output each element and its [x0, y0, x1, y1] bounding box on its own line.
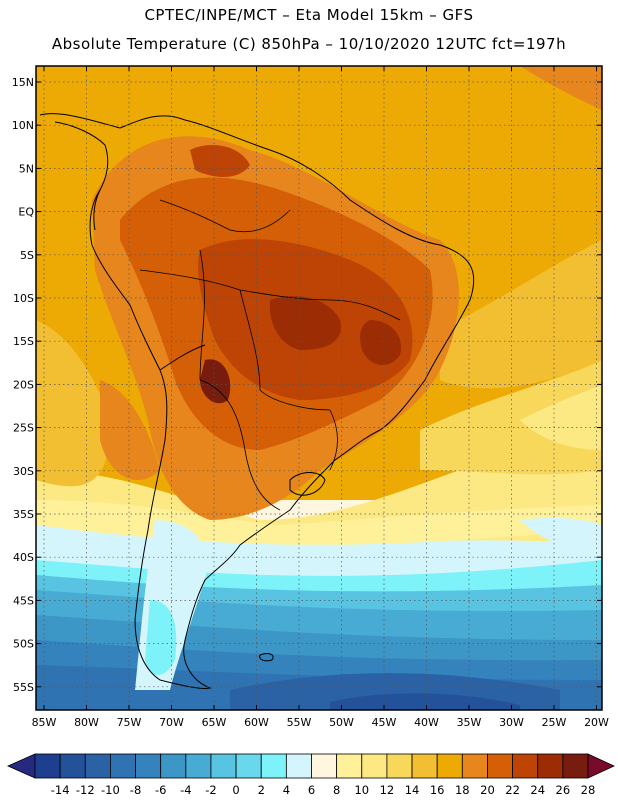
- lat-tick-label: 45S: [13, 594, 34, 607]
- lat-tick-label: 10S: [13, 292, 34, 305]
- colorbar-label: -10: [101, 783, 120, 797]
- colorbar-swatch: [386, 753, 413, 779]
- coastlines: [39, 113, 475, 689]
- lon-tick-label: 25W: [542, 716, 567, 729]
- colorbar-swatch: [84, 753, 111, 779]
- colorbar-swatch: [361, 753, 388, 779]
- colorbar-swatch: [185, 753, 212, 779]
- lon-tick-label: 85W: [32, 716, 57, 729]
- colorbar-swatch: [436, 753, 463, 779]
- colorbar-swatch: [537, 753, 564, 779]
- colorbar-swatch: [210, 753, 237, 779]
- temperature-field: [36, 66, 602, 710]
- colorbar-swatch: [336, 753, 363, 779]
- colorbar-swatch: [260, 753, 287, 779]
- lon-tick-label: 35W: [457, 716, 482, 729]
- colorbar-label: 28: [581, 783, 596, 797]
- longitude-axis: 85W 80W 75W 70W 65W 60W 55W 50W 45W 40W 35W 30W 25W 2…: [32, 66, 609, 729]
- lat-tick-label: 5N: [19, 162, 34, 175]
- colorbar-labels: -14 -12 -10 -8 -6 -4 -2 0 2 4 6 8 10 12 14 16 18 20 22 24 26…: [51, 783, 596, 797]
- colorbar-max-arrow: [587, 753, 615, 779]
- colorbar-label: -14: [51, 783, 70, 797]
- lon-tick-label: 65W: [202, 716, 227, 729]
- colorbar-swatch: [487, 753, 513, 779]
- lat-tick-label: 55S: [13, 681, 34, 694]
- colorbar-label: -6: [155, 783, 166, 797]
- lon-tick-label: 40W: [414, 716, 439, 729]
- colorbar-swatch: [285, 753, 312, 779]
- lon-tick-label: 30W: [499, 716, 524, 729]
- lat-tick-label: EQ: [18, 206, 34, 219]
- lat-tick-label: 50S: [13, 638, 34, 651]
- colorbar-min-arrow: [7, 753, 36, 779]
- lat-tick-label: 20S: [13, 378, 34, 391]
- lon-tick-label: 80W: [74, 716, 99, 729]
- colorbar-label: 26: [556, 783, 571, 797]
- lat-tick-label: 30S: [13, 465, 34, 478]
- colorbar-label: -12: [76, 783, 95, 797]
- colorbar-label: 2: [258, 783, 265, 797]
- title-line-2: Absolute Temperature (C) 850hPa – 10/10/…: [51, 35, 567, 53]
- colorbar-label: 14: [405, 783, 420, 797]
- colorbar-label: 12: [380, 783, 395, 797]
- lon-tick-label: 55W: [287, 716, 312, 729]
- colorbar-label: 10: [354, 783, 369, 797]
- colorbar-swatch: [34, 753, 61, 779]
- colorbar-swatch: [135, 753, 162, 779]
- colorbar: [7, 753, 615, 779]
- lat-tick-label: 15N: [12, 76, 34, 89]
- colorbar-label: 24: [530, 783, 545, 797]
- title-line-1: CPTEC/INPE/MCT – Eta Model 15km – GFS: [144, 6, 474, 24]
- colorbar-label: 22: [505, 783, 520, 797]
- colorbar-label: 16: [430, 783, 445, 797]
- lat-tick-label: 40S: [13, 551, 34, 564]
- colorbar-swatch: [562, 753, 589, 779]
- lon-tick-label: 60W: [244, 716, 269, 729]
- colorbar-label: 6: [308, 783, 315, 797]
- lon-tick-label: 50W: [329, 716, 354, 729]
- colorbar-swatch: [235, 753, 262, 779]
- lat-tick-label: 5S: [20, 249, 34, 262]
- lon-tick-label: 45W: [372, 716, 397, 729]
- colorbar-label: 20: [480, 783, 495, 797]
- latitude-axis: 15N 10N 5N EQ 5S 10S 15S 20S 25S 30S 35S 40S 45S 50S 5…: [12, 76, 602, 694]
- map-frame: [35, 65, 603, 711]
- lat-tick-label: 35S: [13, 508, 34, 521]
- colorbar-label: 8: [333, 783, 340, 797]
- country-borders: [139, 199, 401, 511]
- colorbar-label: 0: [232, 783, 239, 797]
- colorbar-swatch: [160, 753, 187, 779]
- colorbar-swatch: [411, 753, 438, 779]
- lon-tick-label: 20W: [584, 716, 609, 729]
- lat-tick-label: 10N: [12, 119, 34, 132]
- colorbar-swatch: [311, 753, 338, 779]
- colorbar-label: 18: [455, 783, 470, 797]
- colorbar-swatch: [461, 753, 488, 779]
- lat-tick-label: 25S: [13, 422, 34, 435]
- colorbar-label: 4: [283, 783, 290, 797]
- lat-lon-grid: [36, 66, 602, 710]
- colorbar-swatch: [59, 753, 86, 779]
- lon-tick-label: 70W: [159, 716, 184, 729]
- lat-tick-label: 15S: [13, 335, 34, 348]
- lon-tick-label: 75W: [117, 716, 142, 729]
- colorbar-label: -2: [205, 783, 216, 797]
- colorbar-label: -8: [130, 783, 141, 797]
- colorbar-label: -4: [180, 783, 191, 797]
- colorbar-swatch: [512, 753, 539, 779]
- colorbar-swatch: [110, 753, 136, 779]
